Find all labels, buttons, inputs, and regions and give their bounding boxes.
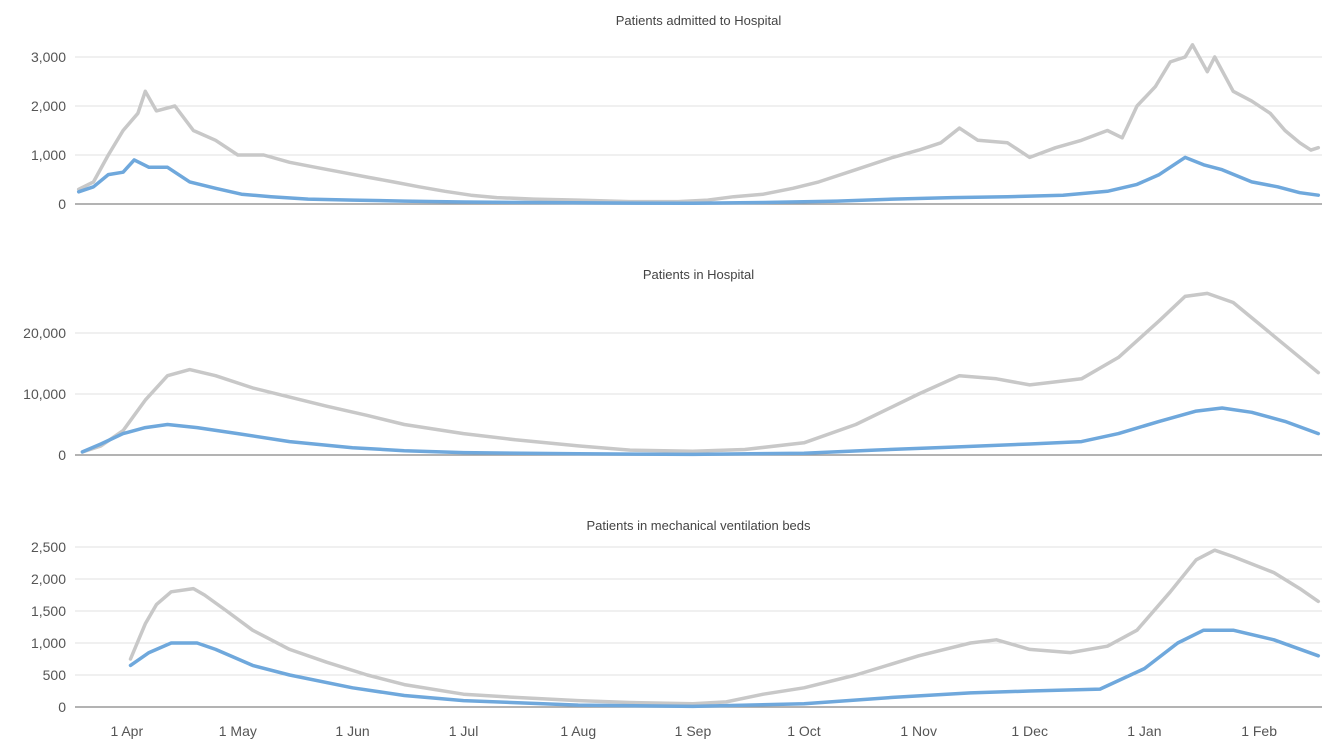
x-tick-label: 1 Dec	[1011, 723, 1048, 739]
series-line-2	[128, 628, 1321, 709]
series-line-2	[80, 406, 1321, 457]
y-tick-label: 1,500	[31, 603, 66, 619]
series-line-1	[80, 291, 1321, 454]
y-tick-label: 500	[43, 667, 67, 683]
chart-title: Patients in Hospital	[643, 267, 754, 282]
y-tick-label: 10,000	[23, 386, 66, 402]
series-line-1	[76, 43, 1321, 204]
y-tick-label: 20,000	[23, 325, 66, 341]
x-tick-label: 1 Aug	[560, 723, 596, 739]
y-tick-label: 2,500	[31, 539, 66, 555]
y-tick-label: 3,000	[31, 49, 66, 65]
x-tick-label: 1 Jan	[1127, 723, 1161, 739]
y-tick-label: 1,000	[31, 147, 66, 163]
panel-1: 0 1,000 2,000 3,000 Patients admitted to Hos…	[31, 13, 1322, 212]
series-line-1	[128, 548, 1321, 706]
chart-title: Patients in mechanical ventilation beds	[586, 518, 811, 533]
y-tick-label: 2,000	[31, 98, 66, 114]
x-tick-label: 1 Jul	[449, 723, 479, 739]
x-tick-label: 1 Sep	[675, 723, 712, 739]
y-tick-label: 0	[58, 196, 66, 212]
x-tick-label: 1 Nov	[900, 723, 937, 739]
x-tick-label: 1 May	[219, 723, 257, 739]
panel-3: 0 500 1,000 1,500 2,000 2,500 Patients in mech…	[31, 518, 1322, 739]
x-tick-label: 1 Feb	[1241, 723, 1277, 739]
y-tick-label: 1,000	[31, 635, 66, 651]
series-line-2	[76, 155, 1321, 206]
y-tick-label: 2,000	[31, 571, 66, 587]
x-tick-label: 1 Jun	[335, 723, 369, 739]
panel-2: 0 10,000 20,000 Patients in Hospital	[23, 267, 1322, 463]
y-tick-label: 0	[58, 699, 66, 715]
x-tick-label: 1 Apr	[110, 723, 143, 739]
chart-title: Patients admitted to Hospital	[616, 13, 782, 28]
y-tick-label: 0	[58, 447, 66, 463]
x-tick-label: 1 Oct	[787, 723, 821, 739]
